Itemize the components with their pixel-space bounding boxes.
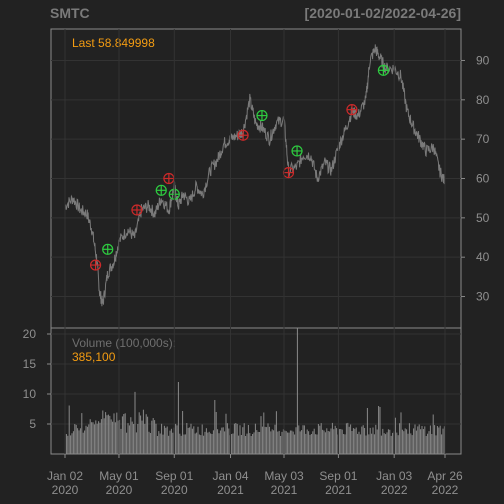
buy-marker <box>256 109 268 122</box>
price-line <box>64 44 446 307</box>
sell-marker <box>131 204 143 216</box>
price-tick-label: 80 <box>476 93 490 107</box>
date-tick-label: May 03 <box>264 469 304 483</box>
date-range-label: [2020-01-02/2022-04-26] <box>304 5 461 21</box>
volume-title: Volume (100,000s): <box>72 336 176 350</box>
volume-tick-label: 10 <box>23 387 37 401</box>
price-panel: 30 40 50 60 70 80 90 Last 58.849998 <box>50 28 490 329</box>
sell-marker <box>237 129 249 141</box>
last-price-label: Last 58.849998 <box>72 36 155 50</box>
date-tick-label: Jan 04 <box>212 469 248 483</box>
date-tick-year: 2020 <box>106 483 133 497</box>
date-tick-label: Jan 02 <box>47 469 83 483</box>
sell-marker <box>282 166 295 179</box>
date-tick-label: Sep 01 <box>155 469 193 483</box>
buy-marker <box>377 64 389 76</box>
volume-panel: 5 10 15 20 Volume (100,000s):385,100 <box>23 327 462 455</box>
volume-panel-frame <box>50 327 462 455</box>
date-tick-year: 2021 <box>217 483 244 497</box>
price-tick-label: 40 <box>476 250 490 264</box>
date-tick-label: Sep 01 <box>319 469 357 483</box>
volume-tick-label: 15 <box>23 357 37 371</box>
buy-marker <box>102 243 114 255</box>
volume-tick-label: 5 <box>29 417 36 431</box>
volume-last-label: 385,100 <box>72 350 116 364</box>
sell-marker <box>89 259 102 271</box>
buy-marker <box>291 145 303 157</box>
date-tick-year: 2022 <box>432 483 459 497</box>
date-tick-label: May 01 <box>99 469 139 483</box>
price-tick-label: 50 <box>476 211 490 225</box>
chart-title: SMTC <box>50 5 90 21</box>
price-tick-label: 60 <box>476 172 490 186</box>
price-tick-label: 30 <box>476 290 490 304</box>
price-tick-label: 70 <box>476 132 490 146</box>
sell-marker <box>346 104 358 116</box>
volume-tick-label: 20 <box>23 327 37 341</box>
price-tick-label: 90 <box>476 53 490 67</box>
date-tick-year: 2021 <box>325 483 352 497</box>
date-tick-year: 2021 <box>271 483 298 497</box>
buy-marker <box>155 184 167 196</box>
sell-marker <box>163 172 175 185</box>
date-tick-year: 2020 <box>52 483 79 497</box>
date-tick-label: Jan 03 <box>376 469 412 483</box>
date-tick-label: Apr 26 <box>427 469 463 483</box>
date-tick-year: 2020 <box>161 483 188 497</box>
date-tick-year: 2022 <box>381 483 408 497</box>
